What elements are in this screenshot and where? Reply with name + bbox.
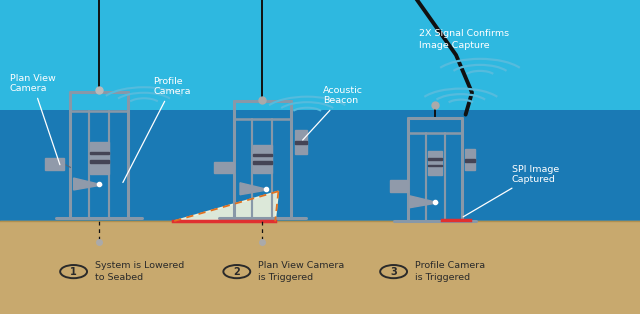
Bar xyxy=(428,151,442,175)
Text: 2: 2 xyxy=(234,267,240,277)
Text: 1: 1 xyxy=(70,267,77,277)
Text: 2X Signal Confirms
Image Capture: 2X Signal Confirms Image Capture xyxy=(419,29,509,50)
Bar xyxy=(253,154,272,156)
Bar xyxy=(465,159,476,162)
Bar xyxy=(0,221,640,314)
Bar xyxy=(465,149,476,170)
Bar xyxy=(90,152,109,154)
Polygon shape xyxy=(410,196,438,208)
Text: System is Lowered
to Seabed: System is Lowered to Seabed xyxy=(95,261,184,282)
Bar xyxy=(253,161,272,164)
Bar xyxy=(253,145,272,173)
Bar xyxy=(295,140,307,144)
Polygon shape xyxy=(74,178,102,190)
Text: Acoustic
Beacon: Acoustic Beacon xyxy=(303,86,364,140)
Polygon shape xyxy=(240,183,269,195)
Bar xyxy=(45,158,64,170)
Text: 3: 3 xyxy=(390,267,397,277)
Text: Plan View Camera
is Triggered: Plan View Camera is Triggered xyxy=(258,261,344,282)
Text: Profile Camera
is Triggered: Profile Camera is Triggered xyxy=(415,261,485,282)
Bar xyxy=(214,161,234,173)
Bar xyxy=(90,160,109,163)
Bar xyxy=(295,130,307,154)
Text: Profile
Camera: Profile Camera xyxy=(123,77,191,182)
Bar xyxy=(428,165,442,166)
Bar xyxy=(90,142,109,174)
Bar xyxy=(390,181,408,192)
Text: SPI Image
Captured: SPI Image Captured xyxy=(463,165,559,217)
Polygon shape xyxy=(173,191,278,221)
Bar xyxy=(428,158,442,160)
Text: Plan View
Camera: Plan View Camera xyxy=(10,73,60,165)
